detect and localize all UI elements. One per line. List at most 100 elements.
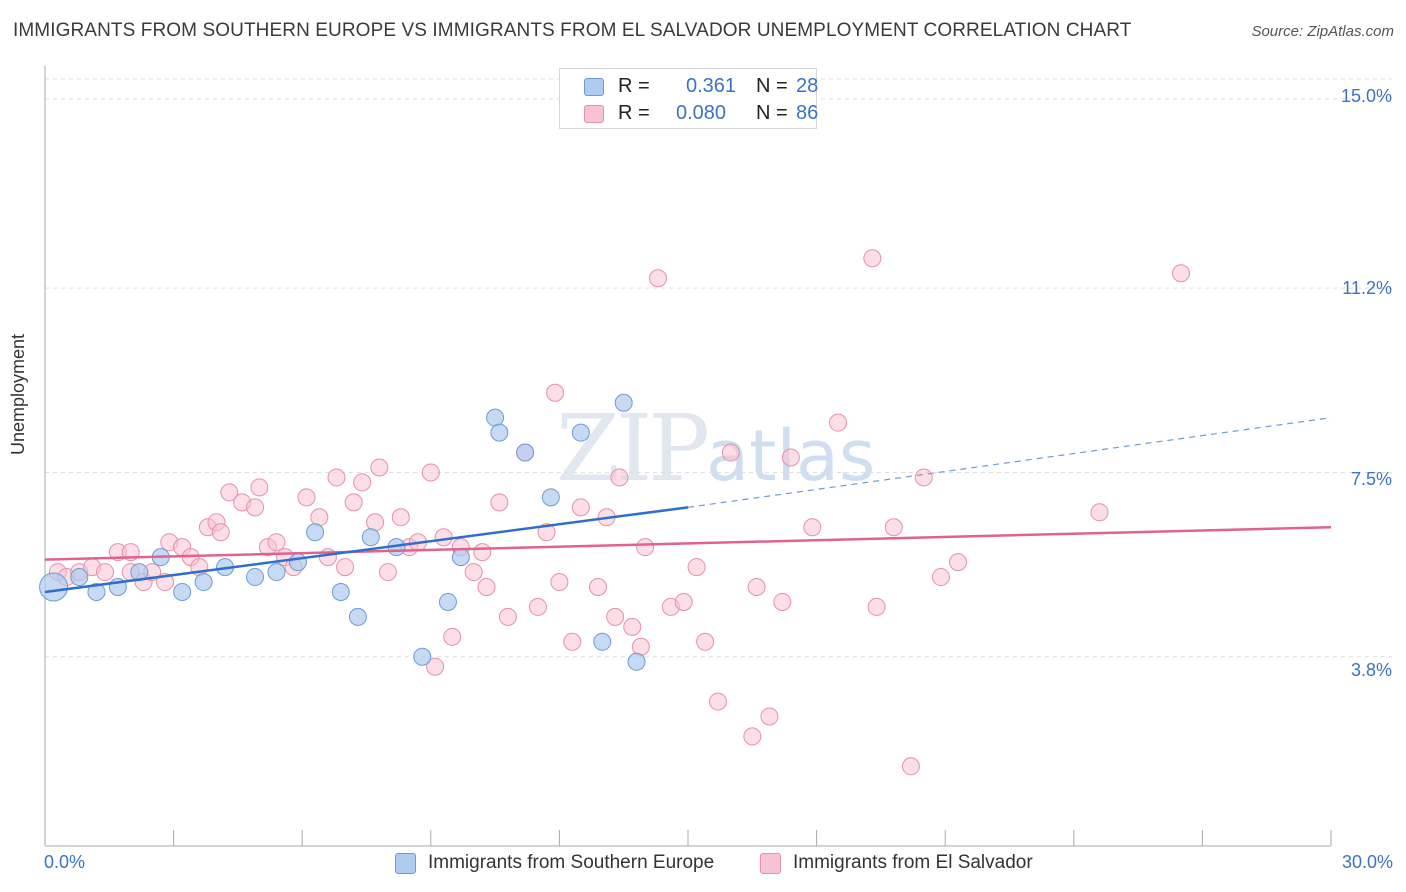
- el-salvador-point: [498, 607, 517, 626]
- correlation-legend: R = 0.361 N = 28 R = 0.080 N = 86: [559, 68, 819, 129]
- el-salvador-point: [250, 478, 269, 497]
- watermark: ZIPatlas: [556, 395, 875, 502]
- el-salvador-point: [528, 597, 547, 616]
- el-salvador-point: [267, 533, 286, 552]
- el-salvador-point: [829, 413, 848, 432]
- southern-europe-point: [490, 423, 509, 442]
- southern-europe-point: [541, 488, 560, 507]
- el-salvador-point: [648, 269, 667, 288]
- el-salvador-point: [546, 383, 565, 402]
- el-salvador-point: [1090, 503, 1109, 522]
- series-el-salvador-points: [48, 249, 1190, 776]
- el-salvador-point: [490, 493, 509, 512]
- el-salvador-point: [760, 707, 779, 726]
- el-salvador-point: [781, 448, 800, 467]
- el-salvador-point: [884, 518, 903, 537]
- el-salvador-point: [366, 513, 385, 532]
- el-salvador-point: [426, 657, 445, 676]
- el-salvador-point: [803, 518, 822, 537]
- southern-europe-point: [173, 582, 192, 601]
- legend-swatch-blue: [395, 853, 416, 874]
- el-salvador-point: [901, 757, 920, 776]
- southern-europe-trend-line: [44, 506, 689, 594]
- trend-lines: [44, 417, 1332, 594]
- legend-n-value: 86: [796, 102, 819, 124]
- legend-r-value: 0.361: [686, 75, 737, 97]
- southern-europe-point: [194, 573, 213, 592]
- el-salvador-point: [631, 637, 650, 656]
- southern-europe-point: [413, 647, 432, 666]
- southern-europe-point: [70, 568, 89, 587]
- el-salvador-point: [914, 468, 933, 487]
- el-salvador-point: [636, 538, 655, 557]
- legend-series-name: Immigrants from Southern Europe: [428, 852, 715, 873]
- el-salvador-point: [434, 528, 453, 547]
- el-salvador-point: [370, 458, 389, 477]
- grid-lines: [45, 78, 1392, 658]
- el-salvador-point: [96, 563, 115, 582]
- el-salvador-point: [473, 543, 492, 562]
- el-salvador-point: [747, 578, 766, 597]
- el-salvador-point: [378, 563, 397, 582]
- el-salvador-point: [687, 558, 706, 577]
- y-tick-label: 3.8%: [1350, 660, 1392, 680]
- legend-n-label: N =: [756, 75, 788, 97]
- southern-europe-point: [331, 582, 350, 601]
- southern-europe-point: [306, 523, 325, 542]
- el-salvador-point: [336, 558, 355, 577]
- y-tick-label: 7.5%: [1350, 469, 1392, 489]
- el-salvador-point: [220, 483, 239, 502]
- el-salvador-point: [610, 468, 629, 487]
- el-salvador-point: [709, 692, 728, 711]
- southern-europe-point: [571, 423, 590, 442]
- legend-series-name: Immigrants from El Salvador: [793, 852, 1033, 873]
- legend-swatch-blue: [584, 78, 604, 96]
- legend-swatch-pink: [760, 853, 781, 874]
- legend-r-value: 0.080: [676, 102, 727, 124]
- southern-europe-trend-extension: [687, 417, 1332, 508]
- legend-swatch-pink: [584, 105, 604, 123]
- southern-europe-point: [87, 582, 106, 601]
- el-salvador-point: [391, 508, 410, 527]
- el-salvador-point: [211, 523, 230, 542]
- x-tick-label-min: 0.0%: [44, 852, 86, 872]
- el-salvador-point: [421, 463, 440, 482]
- el-salvador-point: [743, 727, 762, 746]
- southern-europe-point: [593, 632, 612, 651]
- southern-europe-point: [348, 607, 367, 626]
- legend-n-label: N =: [756, 102, 788, 124]
- southern-europe-point: [39, 572, 69, 602]
- el-salvador-point: [931, 568, 950, 587]
- legend-r-label: R =: [618, 75, 650, 97]
- chart-title: IMMIGRANTS FROM SOUTHERN EUROPE VS IMMIG…: [13, 20, 1132, 41]
- el-salvador-point: [464, 563, 483, 582]
- el-salvador-point: [353, 473, 372, 492]
- el-salvador-point: [863, 249, 882, 268]
- legend-n-value: 28: [796, 75, 819, 97]
- el-salvador-point: [297, 488, 316, 507]
- southern-europe-point: [614, 393, 633, 412]
- southern-europe-point: [451, 548, 470, 567]
- el-salvador-point: [443, 627, 462, 646]
- el-salvador-point: [623, 617, 642, 636]
- southern-europe-point: [361, 528, 380, 547]
- legend-r-label: R =: [618, 102, 650, 124]
- el-salvador-point: [696, 632, 715, 651]
- el-salvador-point: [477, 578, 496, 597]
- el-salvador-point: [327, 468, 346, 487]
- el-salvador-trend-line: [44, 525, 1332, 561]
- el-salvador-point: [773, 592, 792, 611]
- southern-europe-point: [438, 592, 457, 611]
- el-salvador-point: [310, 508, 329, 527]
- watermark-zip: ZIP: [556, 395, 710, 502]
- el-salvador-point: [606, 607, 625, 626]
- source-label: Source: ZipAtlas.com: [1251, 23, 1394, 40]
- el-salvador-point: [721, 443, 740, 462]
- el-salvador-point: [949, 553, 968, 572]
- el-salvador-point: [537, 523, 556, 542]
- el-salvador-point: [246, 498, 265, 517]
- y-tick-label: 11.2%: [1342, 278, 1392, 298]
- el-salvador-point: [344, 493, 363, 512]
- el-salvador-point: [867, 597, 886, 616]
